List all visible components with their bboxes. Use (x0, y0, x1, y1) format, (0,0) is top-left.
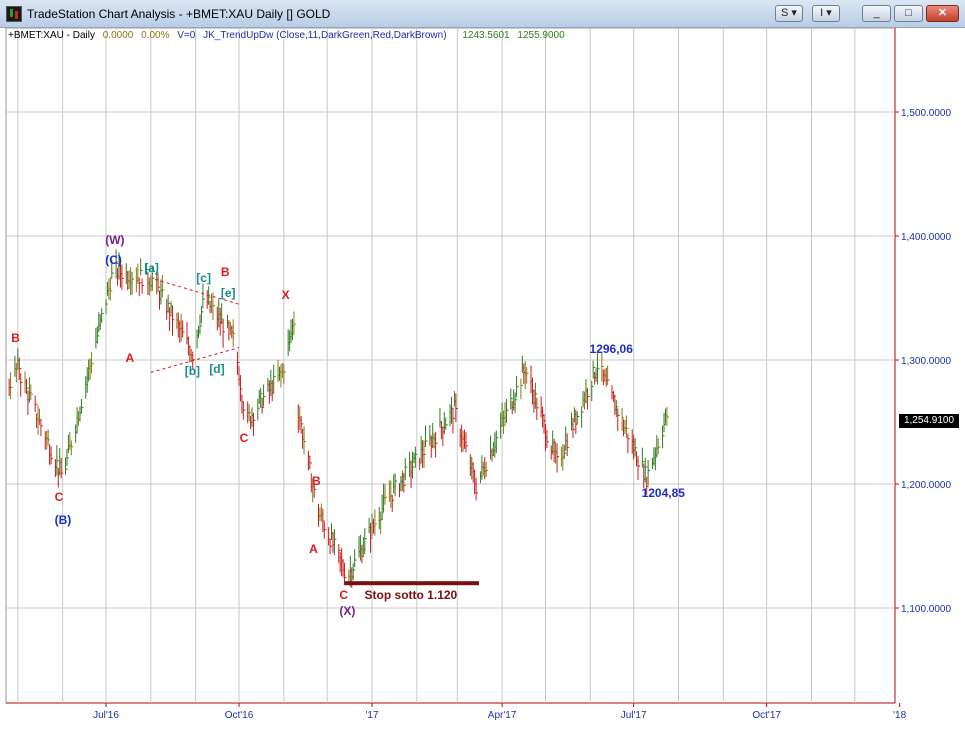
legend-change-pct: 0.00% (141, 30, 170, 41)
wave-label: 1296,06 (589, 342, 633, 357)
close-button[interactable]: ✕ (926, 5, 959, 22)
y-tick-label: 1,200.0000 (901, 480, 951, 491)
triangle-trendline (155, 278, 240, 305)
x-tick-label: Jul'17 (621, 710, 647, 721)
wave-label: B (11, 330, 20, 345)
chart-legend: +BMET:XAU - Daily 0.0000 0.00% V=0 JK_Tr… (8, 30, 570, 41)
wave-label: 1204,85 (641, 485, 685, 500)
tradestation-app-icon (6, 6, 22, 22)
price-chart[interactable]: 1,500.0000 1,400.0000 1,300.0000 1,200.0000… (0, 28, 965, 734)
wave-label: C (239, 431, 249, 446)
legend-change: 0.0000 (102, 30, 134, 41)
x-tick-label: Oct'16 (225, 710, 254, 721)
legend-value2: 1255.9000 (517, 30, 565, 41)
minimize-button[interactable]: _ (862, 5, 891, 22)
legend-indicator: JK_TrendUpDw (Close,11,DarkGreen,Red,Dar… (203, 30, 447, 41)
wave-label: [c] (196, 271, 211, 286)
y-tick-label: 1,300.0000 (901, 356, 951, 367)
last-price-tag: 1,254.9100 (899, 414, 959, 428)
wave-label: (W) (105, 232, 125, 247)
wave-label: [a] (144, 261, 159, 276)
close-icon: ✕ (937, 7, 948, 19)
wave-label: A (125, 350, 135, 365)
minimize-icon: _ (873, 7, 880, 19)
x-tick-label: '18 (893, 710, 906, 721)
wave-label: B (311, 473, 321, 488)
legend-value1: 1243.5601 (462, 30, 510, 41)
legend-volume: V=0 (177, 30, 196, 41)
window-titlebar: TradeStation Chart Analysis - +BMET:XAU … (0, 0, 965, 28)
wave-label: C (339, 587, 349, 602)
symbol-link-i-button[interactable]: I ▾ (812, 5, 840, 22)
wave-label: [e] (220, 286, 236, 301)
x-tick-label: '17 (365, 710, 378, 721)
wave-label: C (54, 489, 64, 504)
wave-label: A (309, 541, 318, 556)
wave-label: (C) (105, 252, 122, 267)
stop-level-label: Stop sotto 1.120 (364, 588, 458, 603)
y-tick-label: 1,500.0000 (901, 108, 951, 119)
x-tick-label: Jul'16 (93, 710, 119, 721)
wave-label: (X) (339, 603, 356, 618)
wave-label: (B) (54, 513, 72, 528)
symbol-link-s-button[interactable]: S ▾ (775, 5, 803, 22)
plot-frame (5, 28, 896, 704)
chart-area[interactable]: 1,500.0000 1,400.0000 1,300.0000 1,200.0000… (0, 28, 965, 734)
stop-level-bar (344, 581, 479, 586)
wave-label: B (220, 265, 230, 280)
y-tick-label: 1,100.0000 (901, 604, 951, 615)
maximize-button[interactable]: □ (894, 5, 923, 22)
maximize-icon: □ (905, 7, 912, 19)
wave-label: [d] (209, 361, 225, 376)
x-tick-label: Oct'17 (752, 710, 781, 721)
wave-label: [b] (184, 364, 201, 379)
legend-symbol: +BMET:XAU - Daily (8, 30, 95, 41)
x-tick-label: Apr'17 (488, 710, 517, 721)
wave-label: X (281, 287, 290, 302)
window-title: TradeStation Chart Analysis - +BMET:XAU … (27, 7, 331, 21)
y-tick-label: 1,400.0000 (901, 232, 951, 243)
